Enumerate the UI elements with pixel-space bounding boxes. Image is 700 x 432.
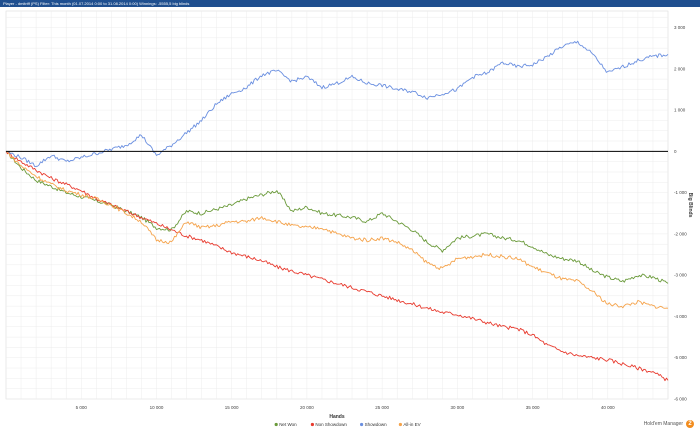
y-tick-label: 0 [674, 149, 677, 154]
y-tick-label: 3 000 [674, 25, 686, 30]
y-axis-title: Big Blinds [687, 193, 693, 218]
y-tick-label: -1 000 [674, 190, 687, 195]
brand-logo: Hold'em Manager 2 [644, 420, 694, 428]
y-tick-label: -6 000 [674, 397, 687, 402]
y-tick-label: -4 000 [674, 314, 687, 319]
legend-marker [274, 422, 278, 427]
x-tick-label: 30 000 [450, 405, 464, 410]
y-tick-label: -2 000 [674, 231, 687, 236]
y-tick-label: -5 000 [674, 355, 687, 360]
legend-label: Showdown [365, 422, 388, 427]
y-tick-label: -3 000 [674, 273, 687, 278]
x-tick-label: 15 000 [225, 405, 239, 410]
x-tick-label: 5 000 [76, 405, 88, 410]
series-line-showdown [5, 40, 669, 167]
legend-label: All-in EV [403, 422, 420, 427]
y-tick-label: 1 000 [674, 108, 686, 113]
window-title: Player - dmitriff (PS) Filter: This mont… [3, 1, 190, 6]
x-tick-label: 10 000 [150, 405, 164, 410]
winnings-chart: 5 000 10 000 15 000 20 000 25 000 30 000 35 00… [5, 10, 693, 427]
legend-marker [310, 422, 314, 427]
brand-name: Hold'em Manager [643, 421, 683, 427]
brand-badge-icon: 2 [686, 420, 694, 428]
legend-marker [360, 422, 364, 427]
legend-marker [398, 422, 402, 427]
window-title-bar: Player - dmitriff (PS) Filter: This mont… [0, 0, 700, 7]
x-tick-label: 35 000 [526, 405, 540, 410]
x-tick-label: 20 000 [300, 405, 314, 410]
y-tick-label: 2 000 [674, 66, 686, 71]
legend-label: Non Showdown [315, 422, 347, 427]
legend-label: Net Won [279, 422, 297, 427]
x-axis-title: Hands [329, 414, 345, 420]
series-line-all-in-ev [5, 150, 669, 309]
x-tick-label: 25 000 [375, 405, 389, 410]
series-line-net-won [5, 150, 669, 284]
x-tick-label: 40 000 [601, 405, 615, 410]
